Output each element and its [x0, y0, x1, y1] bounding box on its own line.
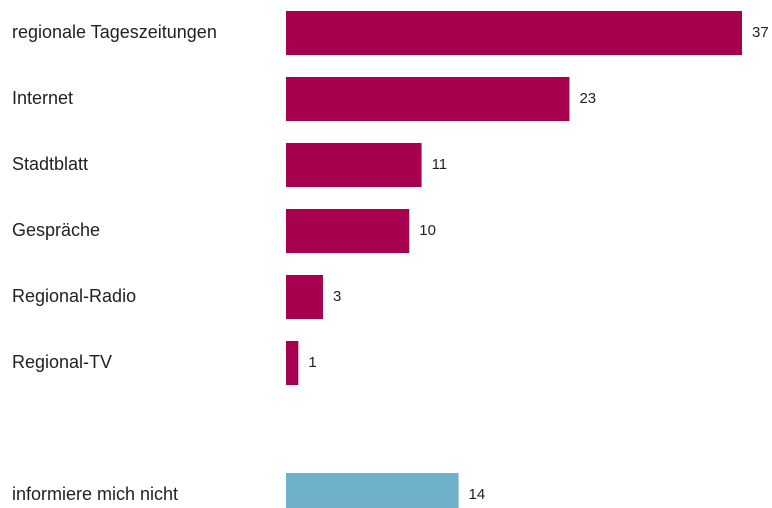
category-label: informiere mich nicht	[12, 484, 178, 504]
bar	[286, 77, 570, 121]
bar	[286, 275, 323, 319]
value-label: 23	[579, 90, 596, 107]
value-label: 14	[469, 486, 486, 503]
category-label: Regional-TV	[12, 352, 112, 372]
category-label: regionale Tageszeitungen	[12, 22, 217, 42]
bar	[286, 11, 742, 55]
value-label: 11	[432, 156, 448, 173]
category-label: Stadtblatt	[12, 154, 88, 174]
bar	[286, 209, 410, 253]
bar	[286, 473, 459, 508]
bar	[286, 341, 299, 385]
bar	[286, 143, 422, 187]
category-label: Regional-Radio	[12, 286, 136, 306]
value-label: 10	[419, 222, 436, 239]
category-label: Internet	[12, 88, 73, 108]
value-label: 37	[752, 24, 769, 41]
value-label: 3	[333, 288, 341, 305]
value-label: 1	[308, 354, 316, 371]
category-label: Gespräche	[12, 220, 100, 240]
